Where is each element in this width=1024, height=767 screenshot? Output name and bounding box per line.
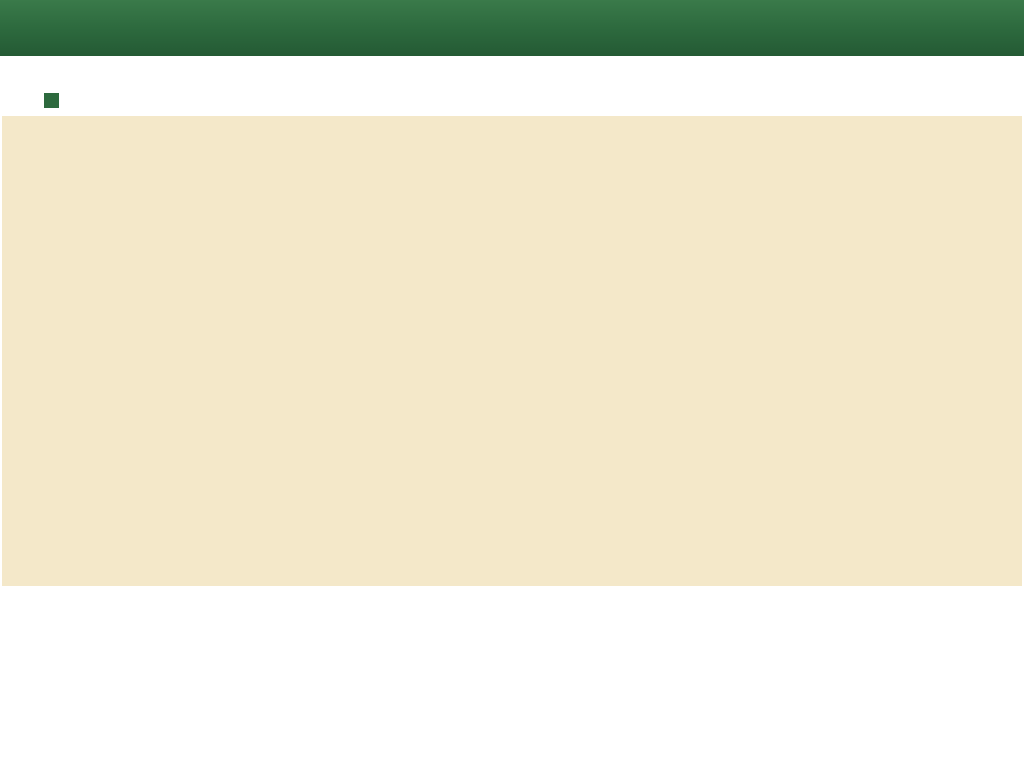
principle-section	[0, 56, 1024, 116]
bullet-icon	[44, 93, 59, 108]
principle-row	[44, 86, 980, 108]
flow-diagram	[2, 116, 1022, 586]
slide-title-bar	[0, 0, 1024, 56]
footer-note	[0, 586, 1024, 614]
